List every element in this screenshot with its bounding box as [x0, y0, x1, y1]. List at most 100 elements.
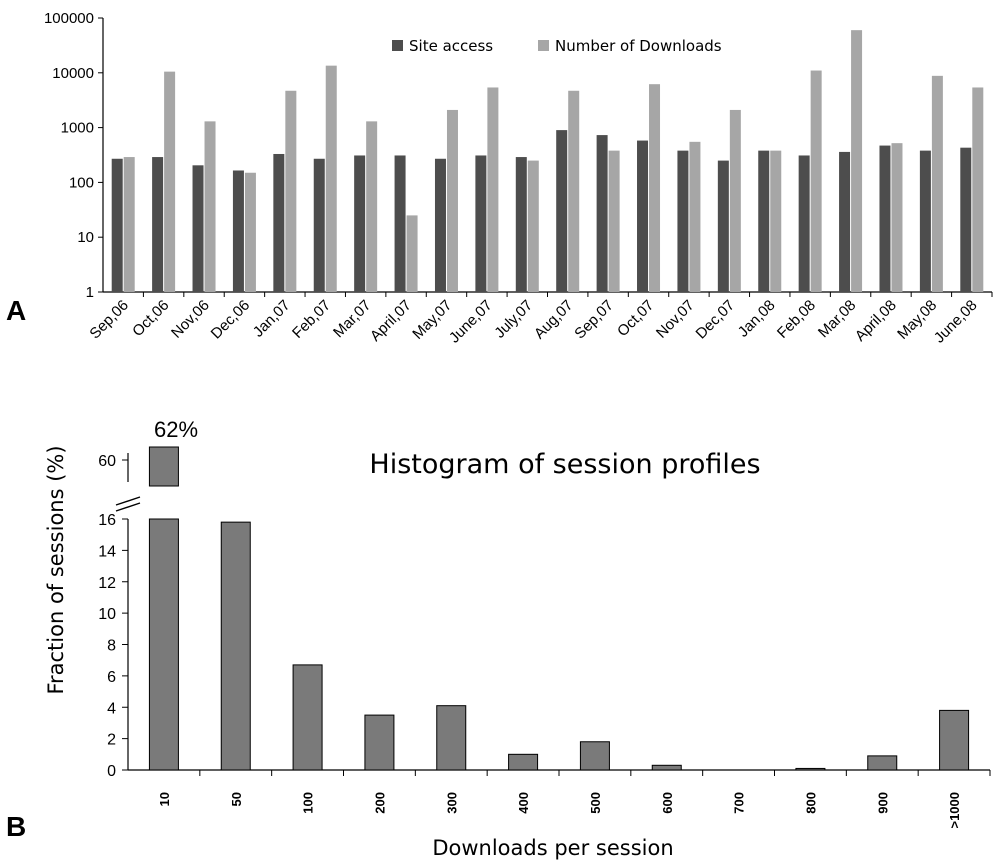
bar-site-access: [637, 140, 649, 292]
x-tick-labels-a: Sep,06Oct,06Nov,06Dec,06Jan,07Feb,07Mar,…: [86, 297, 980, 347]
legend-swatch-site-access: [392, 40, 403, 51]
bar-downloads: [972, 87, 984, 293]
y-axis-label-b: Fraction of sessions (%): [44, 445, 68, 694]
x-tick-label-b: 200: [372, 792, 387, 814]
bar-downloads: [285, 90, 297, 292]
bar-downloads: [649, 84, 661, 292]
bar-site-access: [111, 158, 123, 292]
bar-site-access: [798, 155, 810, 292]
bar-downloads: [568, 90, 580, 292]
y-tick-label-b: 2: [107, 732, 116, 749]
bar-site-access: [354, 155, 366, 292]
y-tick-label-a: 10: [77, 229, 94, 246]
x-tick-label-b: 500: [588, 792, 603, 814]
x-tick-label-a: Jan,07: [250, 297, 294, 341]
y-tick-label-a: 10000: [52, 65, 94, 82]
annotation-62-percent: 62%: [154, 417, 198, 442]
bar-site-access: [717, 160, 729, 292]
bar-site-access: [879, 145, 891, 292]
x-tick-label-a: Aug,07: [531, 297, 577, 343]
x-tick-label-b: 50: [229, 792, 244, 806]
panel-label-a: A: [6, 295, 26, 326]
bar-downloads: [487, 87, 499, 293]
bar-downloads: [931, 75, 943, 292]
y-tick-label-b: 0: [107, 763, 116, 780]
bar-downloads: [164, 71, 176, 292]
legend-label-downloads: Number of Downloads: [555, 37, 722, 55]
bar-downloads: [851, 30, 863, 292]
x-tick-label-a: Feb,07: [289, 297, 334, 342]
bar-downloads: [608, 150, 620, 292]
x-tick-label-a: Nov,07: [653, 297, 698, 342]
bar-hist: [508, 753, 539, 771]
y-tick-label-b: 16: [98, 512, 116, 529]
x-tick-label-b: 700: [732, 792, 747, 814]
bar-site-access: [273, 153, 285, 292]
x-tick-label-a: Sep,07: [571, 297, 617, 343]
x-tick-label-a: July,07: [491, 297, 536, 342]
y-tick-label-b: 10: [98, 606, 116, 623]
legend-label-site-access: Site access: [409, 37, 493, 55]
bar-site-access: [515, 157, 527, 292]
x-tick-label-b: 900: [875, 792, 890, 814]
bar-downloads: [891, 143, 903, 292]
bar-hist: [579, 741, 610, 771]
bar-hist-upper: [148, 446, 179, 487]
bar-downloads: [810, 70, 822, 292]
y-tick-label-a: 100: [69, 174, 94, 191]
x-tick-label-a: Feb,08: [774, 297, 819, 342]
bar-site-access: [232, 170, 244, 292]
bar-downloads: [729, 109, 741, 292]
y-tick-label-b: 14: [98, 543, 116, 560]
x-axis-label-b: Downloads per session: [432, 836, 673, 860]
y-tick-label-a: 1000: [61, 120, 94, 137]
bar-downloads: [689, 141, 701, 292]
bar-downloads: [446, 109, 458, 292]
bar-downloads: [123, 157, 135, 292]
bar-downloads: [325, 65, 337, 292]
x-tick-label-a: Jan,08: [735, 297, 779, 341]
x-tick-label-a: Oct,06: [129, 297, 172, 340]
bar-hist: [795, 767, 826, 771]
x-tick-label-a: Nov,06: [168, 297, 213, 342]
bar-site-access: [313, 158, 325, 292]
bar-hist: [436, 705, 467, 771]
y-tick-label-b: 4: [107, 700, 116, 717]
bar-site-access: [758, 150, 770, 292]
y-tick-label-a: 100000: [44, 10, 94, 27]
axis-break-mark: [115, 502, 141, 512]
bar-downloads: [527, 160, 539, 292]
x-tick-labels-b: 10 50 100 200 300 400 500 600 700 800 900 >1000: [157, 792, 962, 829]
bar-site-access: [919, 150, 931, 292]
legend-a: Site access Number of Downloads: [392, 37, 722, 55]
x-tick-label-a: Sep,06: [86, 297, 132, 343]
x-tick-label-b: >1000: [947, 792, 962, 829]
bars-a: [111, 30, 984, 293]
x-tick-label-a: June,07: [446, 297, 496, 347]
bar-site-access: [475, 155, 487, 292]
bar-hist: [939, 709, 970, 771]
x-tick-label-a: Dec,06: [208, 297, 254, 343]
x-tick-label-b: 100: [301, 792, 316, 814]
bar-downloads: [770, 150, 782, 292]
bar-site-access: [434, 158, 446, 292]
x-tick-label-b: 800: [803, 792, 818, 814]
axis-break-mark: [115, 496, 141, 506]
bar-site-access: [677, 150, 689, 292]
bar-hist: [364, 714, 395, 771]
bar-site-access: [192, 165, 204, 292]
bar-downloads: [366, 121, 378, 293]
bar-site-access: [839, 151, 851, 292]
axes-b: 0 2 4 6 8 10 12 14 16 60: [98, 453, 991, 780]
x-tick-label-a: Oct,07: [614, 297, 657, 340]
x-tick-label-a: April,07: [367, 297, 415, 345]
bar-hist: [651, 764, 682, 771]
bar-downloads: [406, 215, 418, 292]
bar-site-access: [394, 155, 406, 292]
x-tick-label-b: 10: [157, 792, 172, 806]
x-tick-label-b: 600: [660, 792, 675, 814]
bar-site-access: [152, 157, 164, 292]
chart-b: B Histogram of session profiles Fraction…: [6, 417, 991, 860]
bars-b: [148, 446, 970, 771]
